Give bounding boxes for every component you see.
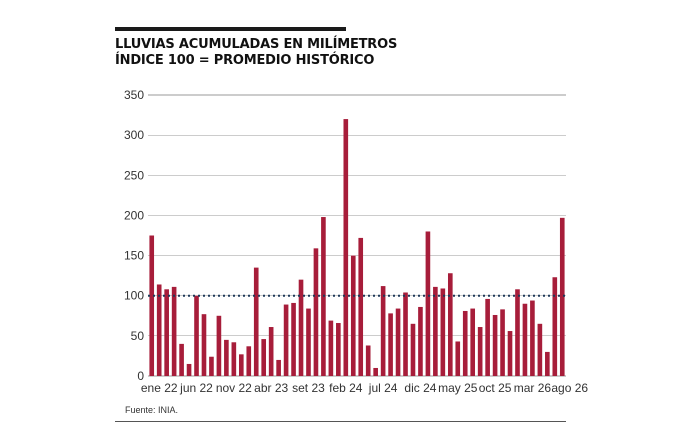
bar xyxy=(261,339,267,376)
bar xyxy=(455,341,461,376)
x-tick-label: set 23 xyxy=(292,381,325,395)
bar xyxy=(410,323,416,376)
bar xyxy=(358,237,364,376)
bottom-rule xyxy=(115,421,566,422)
bar xyxy=(156,284,162,376)
y-tick-label: 350 xyxy=(124,88,144,102)
bar xyxy=(179,343,184,376)
bar xyxy=(388,313,393,376)
bar xyxy=(515,289,520,376)
bar xyxy=(201,314,207,376)
x-tick-label: jun 22 xyxy=(179,381,213,395)
x-tick-label: dic 24 xyxy=(404,381,436,395)
x-tick-label: ene 22 xyxy=(141,381,178,395)
bar xyxy=(283,304,289,376)
y-tick-label: 200 xyxy=(124,208,144,222)
x-tick-label: ago 26 xyxy=(551,381,588,395)
bar xyxy=(462,310,468,376)
y-tick-label: 0 xyxy=(137,369,144,383)
bar xyxy=(433,286,438,376)
bar xyxy=(238,354,244,376)
bar xyxy=(171,286,177,376)
bar xyxy=(559,217,565,376)
title-rule xyxy=(115,27,346,31)
bar xyxy=(276,359,281,376)
title-line-1: LLUVIAS ACUMULADAS EN MILÍMETROS xyxy=(115,37,398,52)
y-tick-label: 250 xyxy=(124,168,144,182)
bar xyxy=(194,295,199,376)
bar xyxy=(522,303,528,376)
bar xyxy=(552,277,558,376)
bar xyxy=(403,292,408,376)
bar xyxy=(440,288,446,376)
x-tick-label: nov 22 xyxy=(216,381,252,395)
bar xyxy=(418,306,423,376)
bar xyxy=(500,309,505,376)
bar xyxy=(485,298,490,376)
title-line-2: ÍNDICE 100 = PROMEDIO HISTÓRICO xyxy=(115,53,375,68)
bar xyxy=(425,231,431,376)
bar xyxy=(253,267,259,376)
bar xyxy=(336,323,341,376)
bar xyxy=(268,327,274,376)
bar xyxy=(373,367,378,376)
bar xyxy=(395,308,401,376)
x-tick-label: may 25 xyxy=(438,381,478,395)
bar xyxy=(216,315,222,376)
bar xyxy=(224,339,229,376)
x-tick-label: mar 26 xyxy=(514,381,552,395)
bar xyxy=(492,314,498,376)
bar xyxy=(149,235,155,376)
bar xyxy=(298,279,304,376)
bar xyxy=(164,289,169,376)
bar xyxy=(246,346,252,376)
bar xyxy=(365,345,371,376)
x-tick-label: oct 25 xyxy=(479,381,512,395)
bar xyxy=(530,300,535,376)
chart-title: LLUVIAS ACUMULADAS EN MILÍMETROS ÍNDICE … xyxy=(115,37,397,69)
bar xyxy=(231,342,237,376)
x-tick-label: abr 23 xyxy=(254,381,288,395)
bar xyxy=(186,363,192,376)
bar xyxy=(447,273,453,376)
bar xyxy=(306,308,311,376)
bar xyxy=(380,286,386,376)
bar xyxy=(470,308,476,376)
bar xyxy=(507,331,513,376)
x-tick-label: feb 24 xyxy=(329,381,363,395)
y-tick-label: 300 xyxy=(124,128,144,142)
bar xyxy=(328,320,334,376)
x-tick-label: jul 24 xyxy=(368,381,398,395)
bar xyxy=(350,255,356,376)
y-tick-label: 100 xyxy=(124,289,144,303)
bar xyxy=(343,119,349,376)
bar xyxy=(537,323,543,376)
y-tick-label: 50 xyxy=(131,329,145,343)
y-tick-label: 150 xyxy=(124,249,144,263)
bar xyxy=(313,248,319,376)
bar xyxy=(545,351,550,376)
bar xyxy=(291,302,296,376)
source-note: Fuente: INIA. xyxy=(125,405,179,415)
bar xyxy=(209,356,214,376)
bar xyxy=(477,327,483,376)
